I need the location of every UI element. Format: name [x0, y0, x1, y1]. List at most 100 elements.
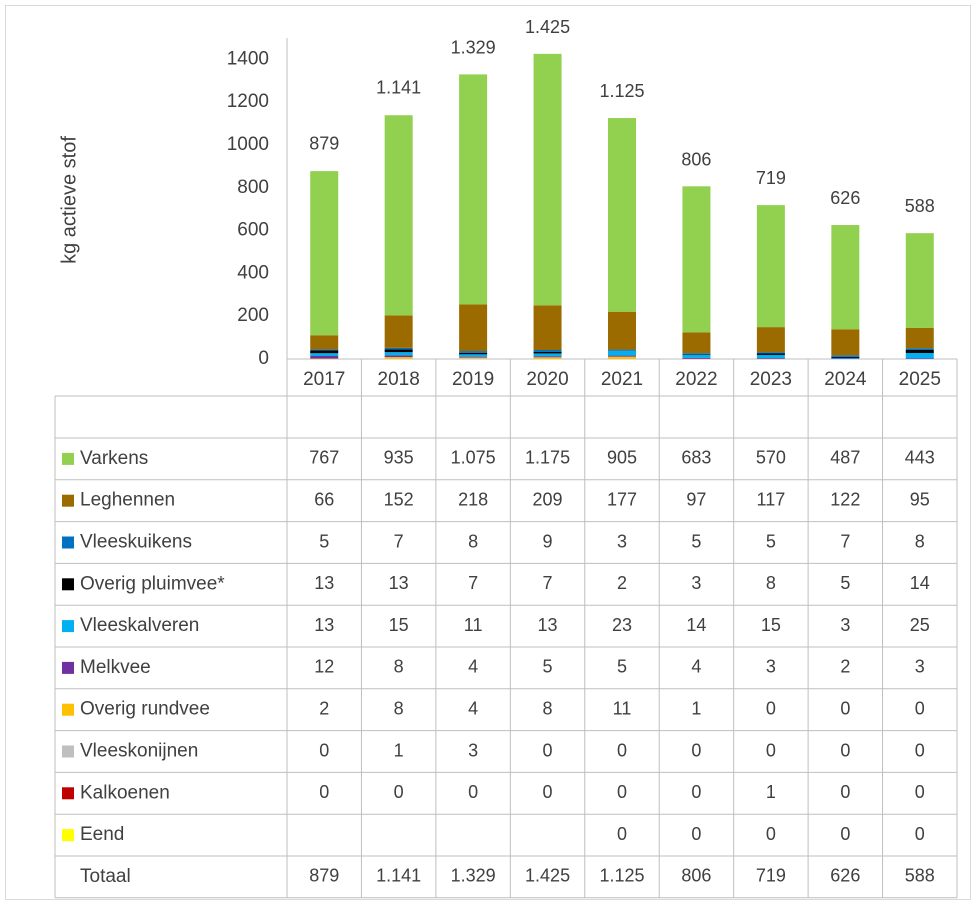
table-cell: 0 [840, 740, 850, 760]
table-cell: 0 [543, 740, 553, 760]
x-tick-label: 2023 [750, 369, 792, 390]
table-cell: 0 [394, 782, 404, 802]
legend-swatch [62, 620, 74, 632]
bar-segment [682, 353, 710, 354]
legend-label: Overig rundvee [80, 699, 210, 720]
table-total-cell: 626 [830, 866, 860, 886]
bar-segment [608, 118, 636, 312]
table-cell: 2 [617, 573, 627, 593]
table-cell: 0 [840, 698, 850, 718]
bar-segment [608, 357, 636, 359]
table-cell: 4 [691, 657, 701, 677]
table-cell: 1 [691, 698, 701, 718]
table-cell: 117 [757, 489, 786, 509]
bar-segment [682, 355, 710, 358]
table-cell: 5 [766, 531, 776, 551]
y-tick-label: 1200 [227, 91, 269, 112]
table-cell: 5 [840, 573, 850, 593]
bar-segment [906, 348, 934, 350]
table-cell: 14 [686, 615, 706, 635]
table-cell: 8 [915, 531, 925, 551]
table-cell: 9 [543, 531, 553, 551]
bar-segment [534, 352, 562, 353]
table-cell: 1.175 [525, 448, 570, 468]
bar-segment [385, 315, 413, 348]
table-total-cell: 806 [681, 866, 711, 886]
table-cell: 0 [915, 782, 925, 802]
table-cell: 3 [691, 573, 701, 593]
table-cell: 5 [691, 531, 701, 551]
legend-swatch [62, 453, 74, 465]
table-cell: 25 [910, 615, 930, 635]
legend-swatch [62, 662, 74, 674]
bar-segment [682, 186, 710, 332]
table-cell: 0 [617, 740, 627, 760]
table-cell: 122 [830, 489, 860, 509]
bar-segment [459, 74, 487, 304]
table-cell: 0 [319, 782, 329, 802]
table-cell: 97 [686, 489, 706, 509]
table-total-cell: 1.425 [525, 866, 570, 886]
total-data-label: 719 [756, 168, 786, 188]
legend-swatch [62, 787, 74, 799]
table-cell: 767 [309, 448, 339, 468]
table-cell: 3 [840, 615, 850, 635]
legend-swatch [62, 704, 74, 716]
bar-segment [385, 348, 413, 349]
table-cell: 7 [543, 573, 553, 593]
total-data-label: 626 [830, 188, 860, 208]
bar-segment [534, 357, 562, 359]
table-cell: 0 [840, 782, 850, 802]
table-cell: 15 [761, 615, 781, 635]
total-data-label: 806 [681, 149, 711, 169]
bar-segment [385, 355, 413, 357]
y-tick-label: 0 [258, 348, 269, 369]
table-cell: 15 [389, 615, 409, 635]
table-cell: 23 [612, 615, 632, 635]
table-cell: 8 [766, 573, 776, 593]
bar-segment [757, 205, 785, 327]
legend-label: Eend [80, 824, 124, 845]
bar-segment [682, 332, 710, 353]
bar-segment [757, 327, 785, 352]
table-cell: 5 [319, 531, 329, 551]
bar-segment [534, 305, 562, 350]
bar-segment [608, 356, 636, 357]
bar-segment [906, 233, 934, 328]
legend-label: Leghennen [80, 490, 175, 511]
table-total-cell: 1.125 [599, 866, 644, 886]
table-cell: 935 [384, 448, 414, 468]
table-cell: 5 [617, 657, 627, 677]
table-cell: 2 [840, 657, 850, 677]
x-tick-label: 2024 [824, 369, 867, 390]
table-cell: 0 [617, 782, 627, 802]
table-cell: 1 [766, 782, 776, 802]
table-cell: 1.075 [451, 448, 496, 468]
bar-segment [608, 351, 636, 356]
table-cell: 443 [905, 448, 935, 468]
table-cell: 11 [613, 698, 632, 718]
bar-segment [608, 312, 636, 350]
bar-segment [310, 349, 338, 350]
legend-label: Melkvee [80, 657, 151, 678]
y-tick-label: 1000 [227, 134, 269, 155]
table-cell: 12 [314, 657, 334, 677]
bar-segment [385, 352, 413, 355]
legend-swatch [62, 829, 74, 841]
x-tick-label: 2018 [378, 369, 420, 390]
legend-label: Vleeskonijnen [80, 741, 198, 762]
bar-segment [459, 357, 487, 358]
table-cell: 177 [607, 489, 637, 509]
total-data-label: 1.425 [525, 17, 570, 37]
table-cell: 683 [681, 448, 711, 468]
bar-segment [906, 328, 934, 348]
table-cell: 0 [691, 782, 701, 802]
table-cell: 218 [458, 489, 488, 509]
y-tick-label: 400 [237, 262, 269, 283]
x-tick-label: 2020 [526, 369, 568, 390]
bar-segment [608, 350, 636, 351]
table-cell: 7 [394, 531, 404, 551]
table-cell: 0 [915, 698, 925, 718]
table-cell: 7 [468, 573, 478, 593]
